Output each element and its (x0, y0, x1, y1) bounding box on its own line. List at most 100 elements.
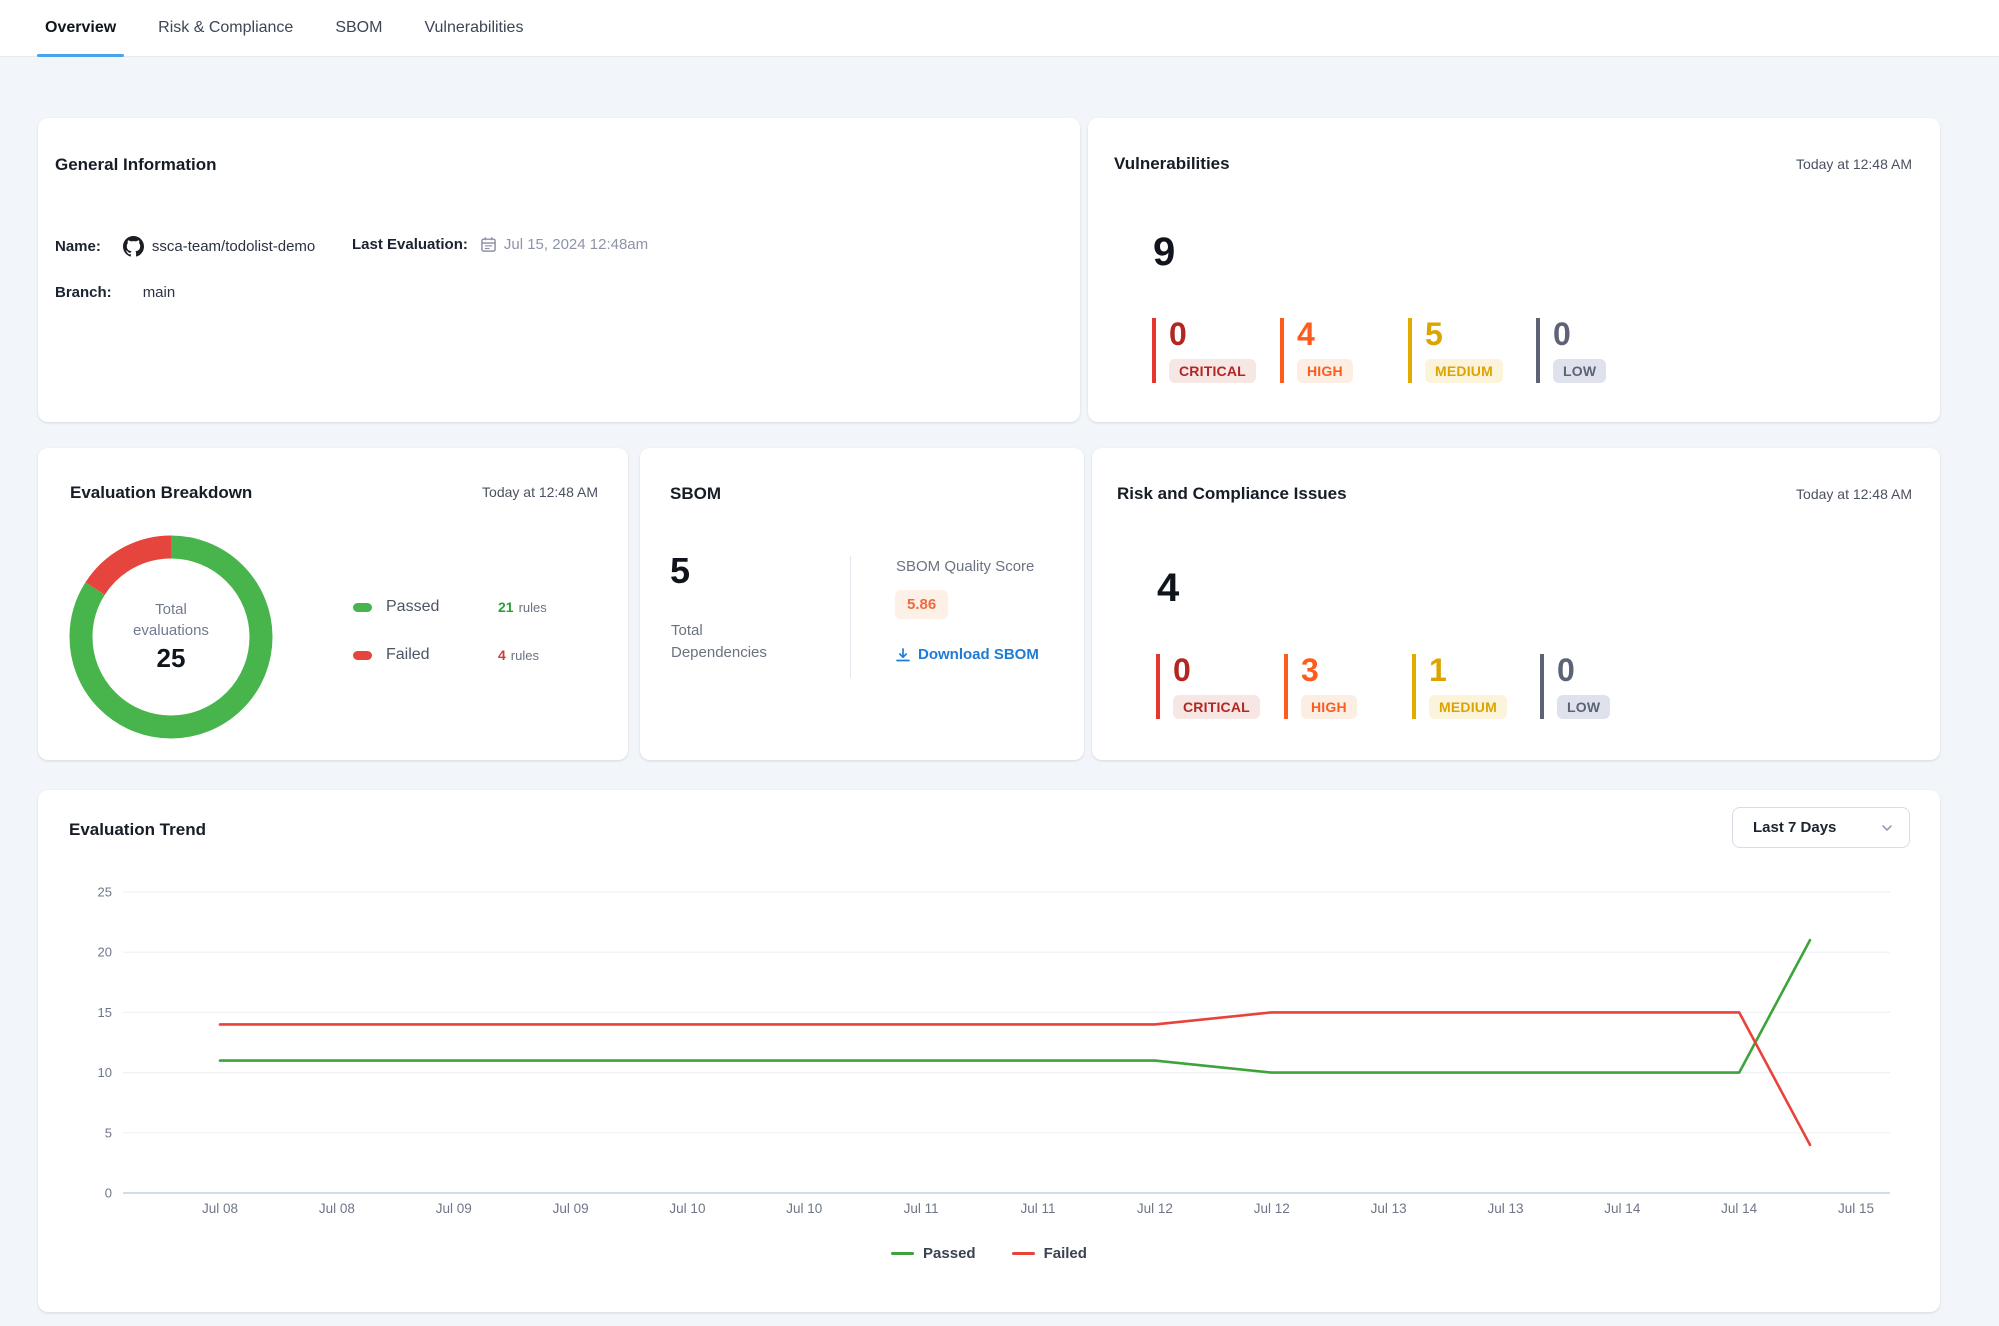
passed-line-icon (891, 1252, 914, 1255)
medium-badge: MEDIUM (1429, 695, 1507, 719)
failed-pill-icon (353, 651, 372, 660)
total-dependencies-caption: Total Dependencies (671, 620, 767, 664)
tab-overview[interactable]: Overview (45, 0, 116, 57)
general-information-card: General Information Name: ssca-team/todo… (38, 118, 1080, 422)
sbom-divider (850, 556, 851, 678)
severity-high: 3 HIGH (1284, 654, 1412, 719)
last-evaluation-row: Last Evaluation: Jul 15, 2024 12:48am (352, 236, 648, 253)
evaluations-donut-chart: Total evaluations 25 (68, 534, 274, 740)
failed-unit: rules (511, 648, 539, 663)
evaluation-breakdown-card: Evaluation Breakdown Today at 12:48 AM T… (38, 448, 628, 760)
donut-caption-line2: evaluations (133, 621, 209, 641)
evaluation-trend-title: Evaluation Trend (69, 820, 206, 840)
trend-failed-label: Failed (1044, 1245, 1087, 1262)
severity-medium: 1 MEDIUM (1412, 654, 1540, 719)
branch-row: Branch: main (55, 284, 175, 301)
risk-compliance-card: Risk and Compliance Issues Today at 12:4… (1092, 448, 1940, 760)
legend-row-passed: Passed 21 rules (353, 594, 603, 620)
trend-chart-legend: Passed Failed (38, 1245, 1940, 1262)
critical-badge: CRITICAL (1173, 695, 1260, 719)
svg-text:Jul 12: Jul 12 (1254, 1201, 1290, 1216)
svg-text:10: 10 (98, 1065, 112, 1080)
svg-text:Jul 13: Jul 13 (1371, 1201, 1407, 1216)
download-icon (895, 647, 911, 663)
total-dependencies-value: 5 (670, 550, 690, 592)
risk-compliance-title: Risk and Compliance Issues (1117, 484, 1347, 504)
last-evaluation-value: Jul 15, 2024 12:48am (504, 236, 648, 253)
failed-label: Failed (386, 646, 498, 664)
low-count: 0 (1557, 654, 1668, 688)
tab-vulnerabilities[interactable]: Vulnerabilities (424, 0, 523, 57)
severity-critical: 0 CRITICAL (1156, 654, 1284, 719)
svg-text:Jul 08: Jul 08 (319, 1201, 355, 1216)
vulnerabilities-card: Vulnerabilities Today at 12:48 AM 9 0 CR… (1088, 118, 1940, 422)
failed-line-icon (1012, 1252, 1035, 1255)
svg-text:Jul 13: Jul 13 (1487, 1201, 1523, 1216)
sbom-title: SBOM (670, 484, 721, 504)
evaluation-trend-card: Evaluation Trend Last 7 Days 0 5 10 15 20 25 J… (38, 790, 1940, 1312)
svg-text:20: 20 (98, 945, 112, 960)
sbom-quality-score-value: 5.86 (895, 590, 948, 619)
low-badge: LOW (1553, 359, 1606, 383)
critical-badge: CRITICAL (1169, 359, 1256, 383)
svg-text:Jul 12: Jul 12 (1137, 1201, 1173, 1216)
svg-text:Jul 11: Jul 11 (904, 1201, 939, 1216)
evaluation-trend-chart: 0510152025Jul 08Jul 08Jul 09Jul 09Jul 10… (38, 860, 1940, 1240)
tab-bar: Overview Risk & Compliance SBOM Vulnerab… (0, 0, 1999, 57)
low-count: 0 (1553, 318, 1664, 352)
branch-value: main (143, 284, 176, 301)
high-count: 4 (1297, 318, 1408, 352)
legend-row-failed: Failed 4 rules (353, 642, 603, 668)
trend-legend-failed: Failed (1012, 1245, 1087, 1262)
vulnerabilities-severity-row: 0 CRITICAL 4 HIGH 5 MEDIUM 0 LOW (1152, 318, 1664, 383)
dependencies-caption-line1: Total (671, 620, 767, 642)
high-badge: HIGH (1301, 695, 1357, 719)
donut-caption-line1: Total (133, 600, 209, 620)
critical-count: 0 (1169, 318, 1280, 352)
evaluation-breakdown-title: Evaluation Breakdown (70, 483, 252, 503)
time-range-select[interactable]: Last 7 Days (1732, 807, 1910, 848)
trend-legend-passed: Passed (891, 1245, 976, 1262)
dependencies-caption-line2: Dependencies (671, 642, 767, 664)
vulnerabilities-timestamp: Today at 12:48 AM (1796, 156, 1912, 172)
repo-name-link[interactable]: ssca-team/todolist-demo (152, 238, 315, 255)
critical-count: 0 (1173, 654, 1284, 688)
tab-sbom[interactable]: SBOM (335, 0, 382, 57)
name-label: Name: (55, 238, 101, 255)
repo-name-row: Name: ssca-team/todolist-demo (55, 236, 315, 257)
last-evaluation-label: Last Evaluation: (352, 236, 468, 253)
vulnerabilities-total: 9 (1153, 230, 1175, 275)
medium-badge: MEDIUM (1425, 359, 1503, 383)
passed-unit: rules (519, 600, 547, 615)
svg-text:Jul 10: Jul 10 (669, 1201, 705, 1216)
svg-text:5: 5 (105, 1125, 112, 1140)
svg-text:Jul 08: Jul 08 (202, 1201, 238, 1216)
risk-severity-row: 0 CRITICAL 3 HIGH 1 MEDIUM 0 LOW (1156, 654, 1668, 719)
svg-text:25: 25 (98, 885, 112, 900)
svg-text:0: 0 (105, 1186, 112, 1201)
passed-label: Passed (386, 598, 498, 616)
vulnerabilities-title: Vulnerabilities (1114, 154, 1230, 174)
svg-text:Jul 14: Jul 14 (1604, 1201, 1641, 1216)
donut-center-text: Total evaluations 25 (68, 534, 274, 740)
time-range-value: Last 7 Days (1753, 819, 1836, 836)
svg-text:Jul 11: Jul 11 (1021, 1201, 1056, 1216)
download-sbom-link[interactable]: Download SBOM (895, 646, 1039, 663)
trend-passed-label: Passed (923, 1245, 976, 1262)
svg-text:Jul 15: Jul 15 (1838, 1201, 1874, 1216)
sbom-quality-score-label: SBOM Quality Score (896, 558, 1034, 575)
passed-count: 21 (498, 599, 514, 615)
svg-text:Jul 10: Jul 10 (786, 1201, 822, 1216)
passed-pill-icon (353, 603, 372, 612)
svg-text:Jul 09: Jul 09 (436, 1201, 472, 1216)
low-badge: LOW (1557, 695, 1610, 719)
severity-medium: 5 MEDIUM (1408, 318, 1536, 383)
breakdown-legend: Passed 21 rules Failed 4 rules (353, 594, 603, 690)
svg-text:Jul 14: Jul 14 (1721, 1201, 1758, 1216)
sbom-card: SBOM 5 Total Dependencies SBOM Quality S… (640, 448, 1084, 760)
branch-label: Branch: (55, 284, 112, 301)
medium-count: 1 (1429, 654, 1540, 688)
svg-text:15: 15 (98, 1005, 112, 1020)
general-information-title: General Information (55, 155, 217, 175)
tab-risk-compliance[interactable]: Risk & Compliance (158, 0, 293, 57)
